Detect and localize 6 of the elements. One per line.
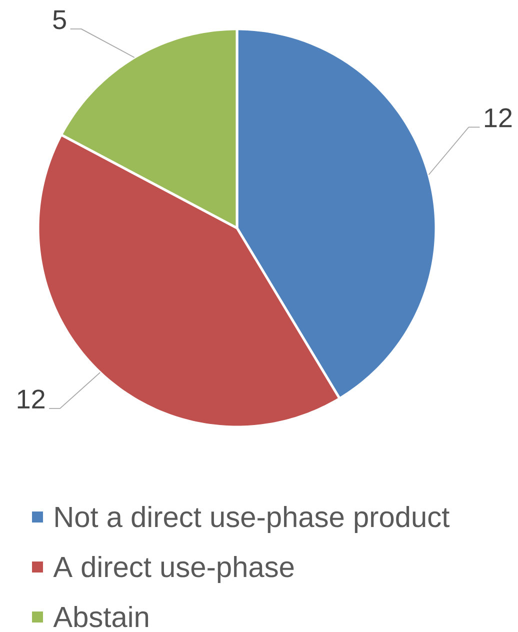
legend-label: A direct use-phase [53, 556, 294, 584]
legend-label: Not a direct use-phase product [56, 506, 450, 534]
data-label: 12 [18, 390, 44, 408]
legend-label: Abstain [53, 606, 148, 628]
data-label: 5 [53, 10, 66, 30]
data-label: 12 [484, 108, 512, 128]
